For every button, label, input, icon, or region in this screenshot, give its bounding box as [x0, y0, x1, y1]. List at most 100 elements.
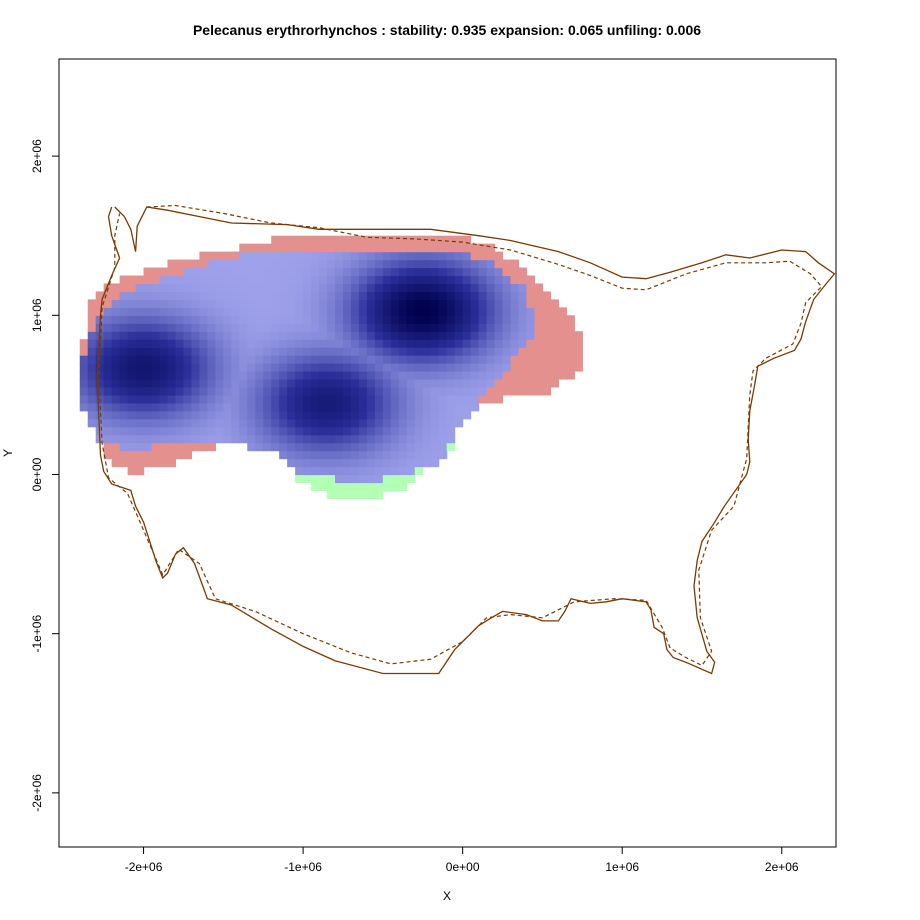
raster-cell: [327, 267, 336, 277]
raster-cell: [350, 450, 360, 460]
raster-cell: [239, 394, 248, 404]
raster-cell: [358, 434, 368, 444]
raster-cell: [239, 355, 248, 364]
raster-cell: [486, 267, 496, 277]
raster-cell: [358, 299, 368, 308]
raster-cell: [398, 267, 408, 277]
raster-cell: [119, 323, 129, 332]
raster-cell: [111, 347, 121, 356]
raster-cell: [151, 339, 161, 348]
raster-cell: [327, 450, 336, 460]
raster-cell: [311, 235, 320, 245]
raster-cell: [462, 291, 472, 300]
raster-cell: [542, 291, 552, 300]
x-tick-label: -2e+06: [125, 860, 163, 874]
raster-cell: [478, 378, 488, 388]
raster-cell: [374, 378, 384, 388]
raster-cell: [295, 267, 304, 277]
raster-cell: [414, 363, 424, 372]
raster-cell: [295, 386, 304, 396]
raster-cell: [295, 243, 304, 253]
raster-cell: [374, 251, 384, 261]
raster-cell: [199, 386, 208, 396]
raster-cell: [295, 283, 304, 293]
raster-cell: [103, 331, 113, 340]
raster-cell: [494, 347, 504, 356]
raster-cell: [430, 378, 440, 388]
raster-cell: [358, 283, 368, 293]
raster-cell: [566, 371, 575, 380]
raster-cell: [510, 275, 520, 285]
outline-dashed: [98, 204, 823, 667]
raster-cell: [462, 363, 472, 372]
raster-cell: [263, 307, 272, 316]
raster-cell: [319, 386, 328, 396]
raster-cell: [263, 323, 272, 332]
raster-cell: [510, 339, 520, 348]
raster-cell: [382, 347, 392, 356]
raster-cell: [470, 259, 480, 269]
raster-cell: [518, 339, 528, 348]
raster-cell: [247, 426, 256, 436]
raster-cell: [454, 331, 464, 340]
raster-cell: [462, 402, 472, 412]
raster-cell: [446, 410, 456, 420]
raster-cell: [239, 291, 248, 300]
raster-cell: [438, 450, 448, 460]
raster-cell: [311, 442, 320, 452]
raster-cell: [335, 347, 344, 356]
raster-cell: [486, 371, 496, 380]
raster-cell: [207, 418, 216, 428]
raster-cell: [358, 371, 368, 380]
raster-cell: [287, 442, 296, 452]
raster-cell: [303, 378, 312, 388]
raster-cell: [119, 347, 129, 356]
raster-cell: [87, 315, 97, 324]
raster-cell: [478, 267, 488, 277]
raster-cell: [406, 323, 416, 332]
raster-cell: [279, 275, 288, 285]
range-overlap-raster: [79, 235, 583, 499]
raster-cell: [295, 458, 304, 468]
raster-cell: [199, 371, 208, 380]
raster-cell: [414, 275, 424, 285]
raster-cell: [510, 386, 520, 396]
raster-cell: [143, 363, 153, 372]
raster-cell: [287, 355, 296, 364]
raster-cell: [311, 466, 320, 476]
raster-cell: [303, 251, 312, 261]
raster-cell: [422, 426, 432, 436]
raster-cell: [430, 402, 440, 412]
raster-cell: [303, 243, 312, 253]
raster-cell: [518, 267, 528, 277]
raster-cell: [135, 410, 145, 420]
raster-cell: [414, 307, 424, 316]
raster-cell: [223, 315, 232, 324]
raster-cell: [271, 394, 280, 404]
raster-cell: [358, 251, 368, 261]
raster-cell: [454, 394, 464, 404]
raster-cell: [263, 291, 272, 300]
raster-cell: [414, 418, 424, 428]
raster-cell: [311, 339, 320, 348]
raster-cell: [199, 259, 208, 269]
raster-cell: [127, 315, 137, 324]
raster-cell: [446, 315, 456, 324]
raster-cell: [103, 418, 113, 428]
raster-cell: [151, 450, 161, 460]
raster-cell: [311, 458, 320, 468]
raster-cell: [366, 355, 376, 364]
raster-cell: [494, 283, 504, 293]
raster-cell: [119, 378, 129, 388]
x-axis: -2e+06 -1e+06 0e+00 1e+06 2e+06: [125, 847, 799, 874]
raster-cell: [255, 347, 264, 356]
raster-cell: [223, 386, 232, 396]
raster-cell: [438, 259, 448, 269]
raster-cell: [382, 371, 392, 380]
raster-cell: [239, 267, 248, 277]
raster-cell: [486, 347, 496, 356]
raster-cell: [135, 339, 145, 348]
raster-cell: [151, 386, 161, 396]
raster-cell: [494, 267, 504, 277]
raster-cell: [446, 299, 456, 308]
